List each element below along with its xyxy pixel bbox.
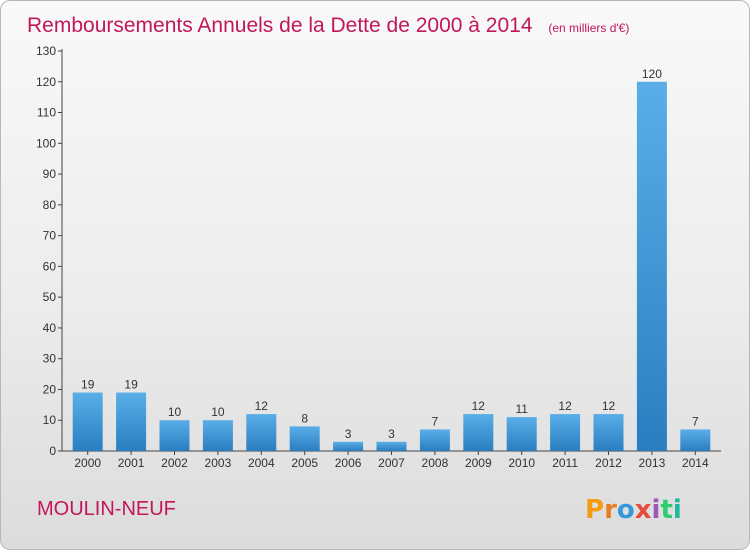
y-tick-label: 10 [43, 413, 57, 427]
place-name: MOULIN-NEUF [37, 498, 176, 520]
data-labels: 19 19 10 10 12 8 3 3 7 12 11 12 12 120 7 [81, 67, 699, 441]
svg-text:Remboursements Annuels de la D: Remboursements Annuels de la Dette de 20… [27, 14, 629, 37]
y-tick-label: 40 [43, 321, 57, 335]
data-label: 11 [515, 402, 528, 416]
data-label: 10 [168, 405, 182, 419]
bar-2010 [506, 417, 537, 451]
data-label: 12 [558, 399, 572, 413]
data-label: 8 [301, 411, 308, 425]
y-tick-label: 30 [43, 352, 57, 366]
data-label: 19 [81, 378, 95, 392]
x-tick-label: 2005 [291, 456, 318, 470]
x-tick-label: 2007 [378, 456, 405, 470]
bar-2008 [419, 429, 450, 451]
axes [58, 49, 721, 455]
bar-2004 [246, 414, 277, 451]
bar-2014 [680, 429, 711, 451]
logo-wordmark: Proxiti [585, 495, 682, 525]
data-label: 12 [255, 399, 269, 413]
x-tick-label: 2008 [422, 456, 449, 470]
data-label: 12 [602, 399, 616, 413]
y-tick-labels: 0 10 20 30 40 50 60 70 80 90 100 110 120 130 [36, 44, 56, 458]
bar-2001 [116, 392, 147, 451]
data-label: 10 [211, 405, 225, 419]
y-tick-label: 110 [37, 106, 56, 120]
chart-unit: (en milliers d'€) [548, 21, 629, 35]
x-tick-label: 2010 [508, 456, 535, 470]
data-label: 19 [124, 378, 138, 392]
x-tick-label: 2011 [552, 456, 578, 470]
x-tick-label: 2001 [118, 456, 145, 470]
data-label: 3 [345, 427, 352, 441]
bar-2012 [593, 414, 624, 451]
y-tick-label: 120 [36, 75, 56, 89]
y-tick-label: 90 [43, 167, 57, 181]
bar-2005 [289, 426, 320, 451]
data-label: 12 [472, 399, 486, 413]
data-label: 7 [692, 414, 699, 428]
y-tick-label: 130 [36, 44, 56, 58]
x-tick-label: 2014 [682, 456, 709, 470]
bar-2003 [202, 420, 233, 451]
x-tick-labels: 2000 2001 2002 2003 2004 2005 2006 2007 2008 2009… [74, 456, 709, 470]
data-label: 3 [388, 427, 395, 441]
data-label: 120 [642, 67, 662, 81]
bar-2011 [550, 414, 581, 451]
y-tick-label: 80 [43, 198, 57, 212]
y-tick-label: 0 [49, 444, 56, 458]
y-tick-label: 60 [43, 259, 57, 273]
y-tick-label: 70 [43, 229, 57, 243]
x-tick-label: 2006 [335, 456, 362, 470]
bar-2013 [636, 81, 667, 452]
x-tick-label: 2000 [74, 456, 101, 470]
chart-title: Remboursements Annuels de la Dette de 20… [27, 14, 533, 37]
x-tick-label: 2004 [248, 456, 275, 470]
y-tick-label: 100 [36, 136, 56, 150]
bars [72, 81, 711, 452]
x-tick-label: 2003 [205, 456, 232, 470]
x-tick-label: 2009 [465, 456, 492, 470]
bar-2009 [463, 414, 494, 451]
x-tick-label: 2013 [639, 456, 666, 470]
y-tick-label: 50 [43, 290, 57, 304]
data-label: 7 [432, 414, 439, 428]
x-tick-label: 2012 [595, 456, 622, 470]
bar-2007 [376, 441, 407, 451]
bar-2002 [159, 420, 190, 451]
bar-2006 [333, 441, 364, 451]
y-tick-label: 20 [43, 382, 57, 396]
bar-2000 [72, 392, 103, 451]
x-tick-label: 2002 [161, 456, 188, 470]
proxiti-logo: Proxiti [585, 495, 682, 525]
